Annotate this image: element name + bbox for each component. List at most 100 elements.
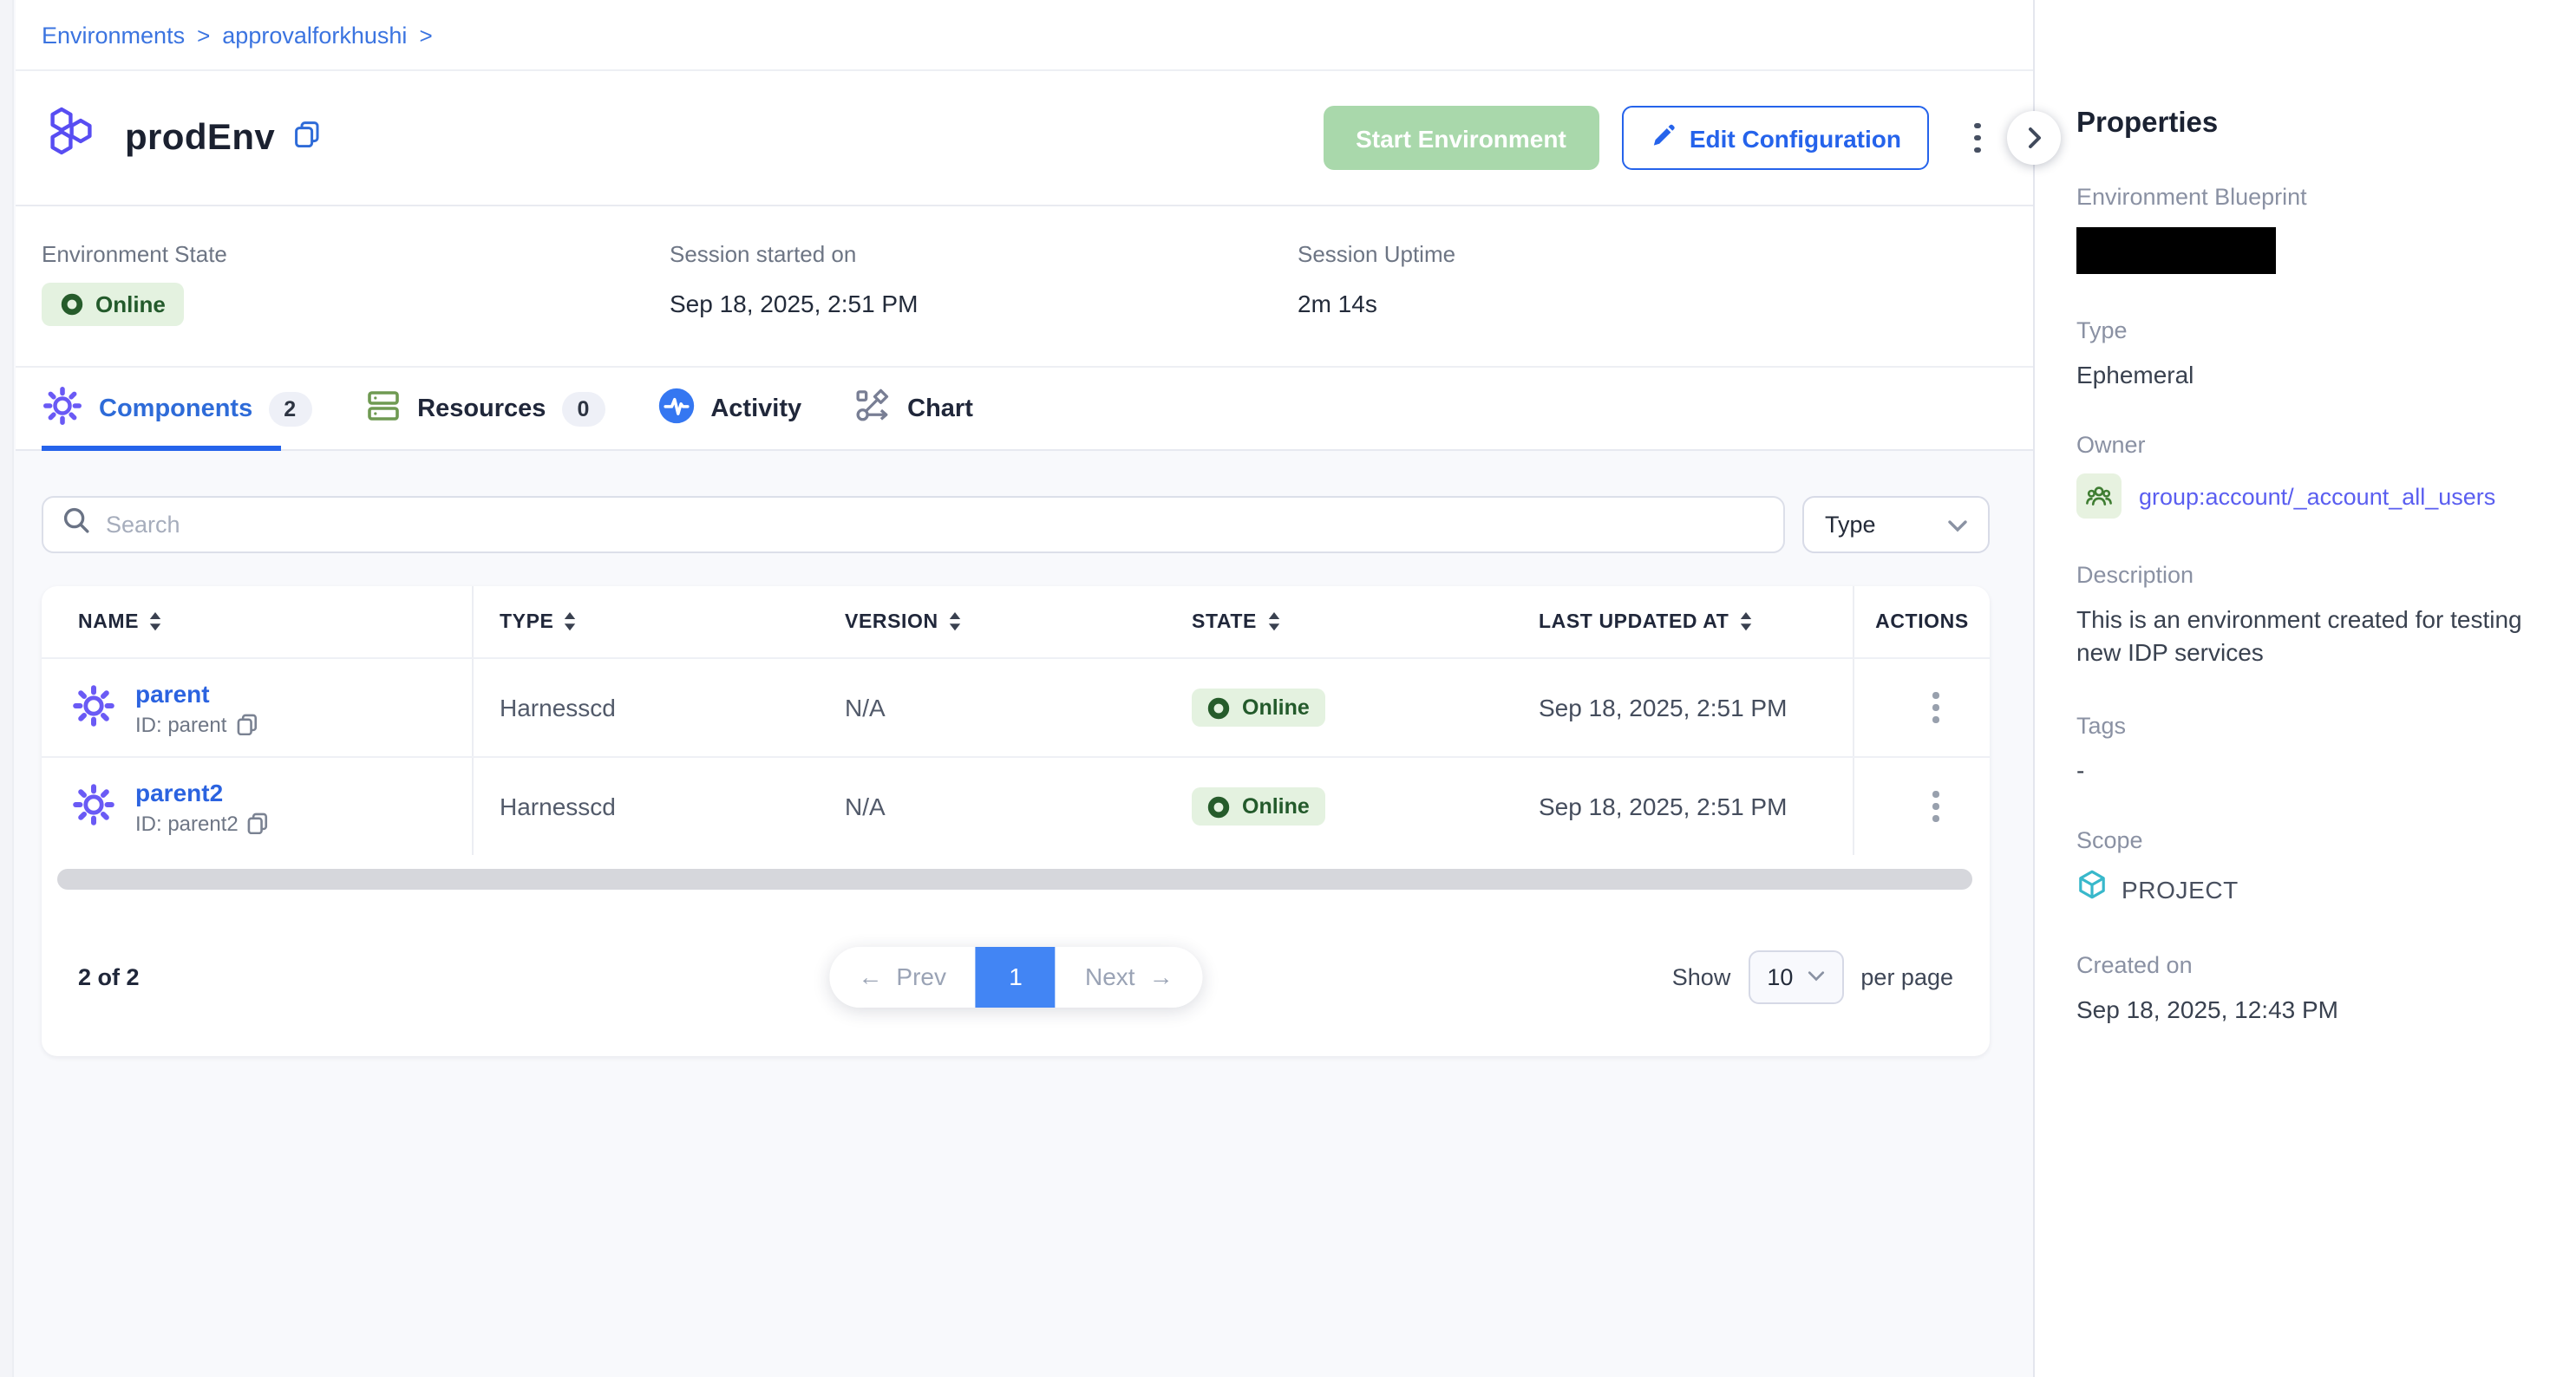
horizontal-scrollbar[interactable] [57,869,1972,890]
component-name-cell: parent ID: parent [42,679,472,736]
page-size-control: Show 10 per page [1672,950,1953,1003]
chart-flow-icon [853,386,892,431]
component-link[interactable]: parent [135,679,210,707]
properties-title: Properties [2076,108,2219,139]
tab-resources-label: Resources [417,395,546,422]
arrow-left-icon: ← [858,963,883,990]
type-value: Ephemeral [2076,361,2194,388]
arrow-right-icon: → [1148,963,1174,990]
component-type: Harnesscd [472,758,845,855]
environment-state-badge: Online [42,283,185,326]
description-value: This is an environment created for testi… [2076,605,2522,666]
edit-configuration-label: Edit Configuration [1689,124,1901,152]
search-field[interactable] [42,496,1785,553]
component-link[interactable]: parent2 [135,778,224,806]
active-tab-underline [42,446,281,451]
chevron-right-icon [2028,127,2040,148]
tab-resources[interactable]: Resources 0 [363,386,605,431]
gear-icon [42,384,83,433]
header-more-options-button[interactable] [1957,112,1998,164]
table-row[interactable]: parent2 ID: parent2 Harnesscd N/A [42,756,1990,855]
page-number-1[interactable]: 1 [976,946,1056,1007]
tags-value: - [2076,756,2085,784]
group-icon [2076,473,2122,519]
breadcrumb: Environments > approvalforkhushi > [16,0,2033,71]
prev-page-button[interactable]: ← Prev [828,946,976,1007]
component-name-cell: parent2 ID: parent2 [42,778,472,835]
breadcrumb-environments[interactable]: Environments [42,22,186,48]
online-ring-icon [1207,696,1230,719]
session-status-strip: Environment State Online Session started… [16,206,2033,368]
type-filter-dropdown[interactable]: Type [1802,496,1990,553]
environment-state-block: Environment State Online [42,241,227,326]
created-label: Created on [2076,952,2193,978]
owner-group-link[interactable]: group:account/_account_all_users [2139,483,2496,509]
copy-id-icon[interactable] [235,713,258,735]
sort-icon [149,612,161,631]
column-header-last-updated[interactable]: LAST UPDATED AT [1539,611,1853,632]
pagination-bar: 2 of 2 ← Prev 1 Next → Show [42,930,1990,1023]
component-type: Harnesscd [472,659,845,756]
blueprint-section: Environment Blueprint [2076,184,2562,274]
activity-pulse-icon [657,386,695,431]
chevron-down-icon [1948,512,1967,538]
gear-icon [71,781,116,832]
component-last-updated: Sep 18, 2025, 2:51 PM [1539,694,1788,721]
pagination-summary: 2 of 2 [78,963,140,989]
components-content: Type NAME TYPE VERSIO [16,453,2033,1377]
blueprint-label: Environment Blueprint [2076,184,2307,210]
tab-components[interactable]: Components 2 [42,384,312,433]
copy-title-icon[interactable] [292,120,320,156]
description-section: Description This is an environment creat… [2076,562,2562,669]
tab-bar: Components 2 Resources 0 [16,368,2033,451]
start-environment-button[interactable]: Start Environment [1323,106,1599,170]
column-header-version[interactable]: VERSION [845,611,1192,632]
tab-activity[interactable]: Activity [657,386,801,431]
page-header: prodEnv Start Environment Edit Configura… [16,71,2033,206]
gear-icon [71,682,116,733]
chevron-down-icon [1808,971,1824,982]
column-header-type[interactable]: TYPE [472,586,845,657]
page-size-dropdown[interactable]: 10 [1748,950,1844,1003]
table-row[interactable]: parent ID: parent Harnesscd N/A [42,657,1990,756]
next-page-button[interactable]: Next → [1056,946,1203,1007]
session-uptime-block: Session Uptime 2m 14s [1298,241,1455,317]
tags-section: Tags - [2076,713,2562,784]
component-id: ID: parent [135,712,258,736]
created-section: Created on Sep 18, 2025, 12:43 PM [2076,952,2562,1023]
resources-stack-icon [363,386,402,431]
scope-value: PROJECT [2122,875,2239,903]
properties-panel: Properties Environment Blueprint Type Ep… [2007,0,2576,1377]
tags-label: Tags [2076,713,2127,739]
components-count-badge: 2 [268,391,312,426]
search-icon [62,506,90,543]
search-input[interactable] [106,512,1764,538]
column-header-state[interactable]: STATE [1192,611,1539,632]
breadcrumb-project[interactable]: approvalforkhushi [222,22,408,48]
owner-label: Owner [2076,432,2146,458]
type-filter-label: Type [1825,512,1876,538]
online-ring-icon [61,293,83,316]
table-header-row: NAME TYPE VERSION STATE [42,586,1990,657]
collapse-panel-button[interactable] [2007,111,2061,165]
main-column: Environments > approvalforkhushi > prodE… [16,0,2033,1377]
session-started-value: Sep 18, 2025, 2:51 PM [670,290,919,317]
row-more-options-button[interactable] [1915,682,1957,734]
environment-hexagon-icon [42,102,104,173]
component-last-updated: Sep 18, 2025, 2:51 PM [1539,793,1788,820]
pager: ← Prev 1 Next → [828,946,1203,1007]
breadcrumb-separator: > [197,22,211,48]
component-id: ID: parent2 [135,811,270,835]
resources-count-badge: 0 [561,391,605,426]
edit-configuration-button[interactable]: Edit Configuration [1621,106,1929,170]
component-actions-cell [1853,758,1990,855]
column-header-name[interactable]: NAME [42,611,472,632]
type-label: Type [2076,317,2128,343]
sort-icon [1267,612,1279,631]
copy-id-icon[interactable] [247,812,270,834]
component-state: Online [1192,688,1539,727]
tab-chart[interactable]: Chart [853,386,973,431]
row-more-options-button[interactable] [1915,780,1957,832]
description-label: Description [2076,562,2194,588]
